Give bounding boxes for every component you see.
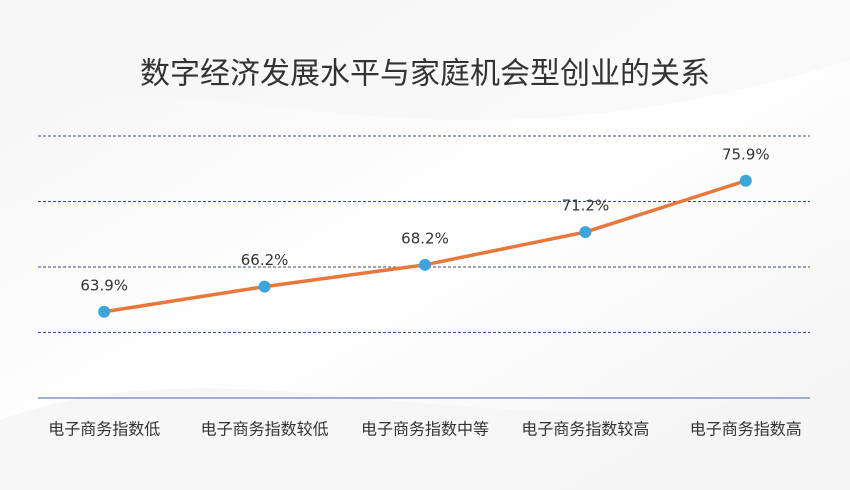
background-swirl <box>0 380 850 490</box>
marker <box>98 305 111 318</box>
x-tick-label: 电子商务指数高 <box>690 420 802 439</box>
marker <box>579 226 592 239</box>
x-tick-label: 电子商务指数低 <box>48 420 160 439</box>
x-tick-label: 电子商务指数中等 <box>361 420 489 439</box>
background-swirl <box>0 0 850 120</box>
data-label: 71.2% <box>562 197 610 215</box>
marker <box>739 174 752 187</box>
x-tick-label: 电子商务指数较高 <box>521 420 649 439</box>
marker <box>258 280 271 293</box>
data-label: 66.2% <box>241 251 289 269</box>
data-label: 68.2% <box>401 229 449 247</box>
marker <box>419 258 431 271</box>
data-label: 75.9% <box>722 145 770 163</box>
data-label: 63.9% <box>80 276 128 294</box>
x-tick-label: 电子商务指数较低 <box>201 420 329 439</box>
chart-title: 数字经济发展水平与家庭机会型创业的关系 <box>140 57 710 92</box>
